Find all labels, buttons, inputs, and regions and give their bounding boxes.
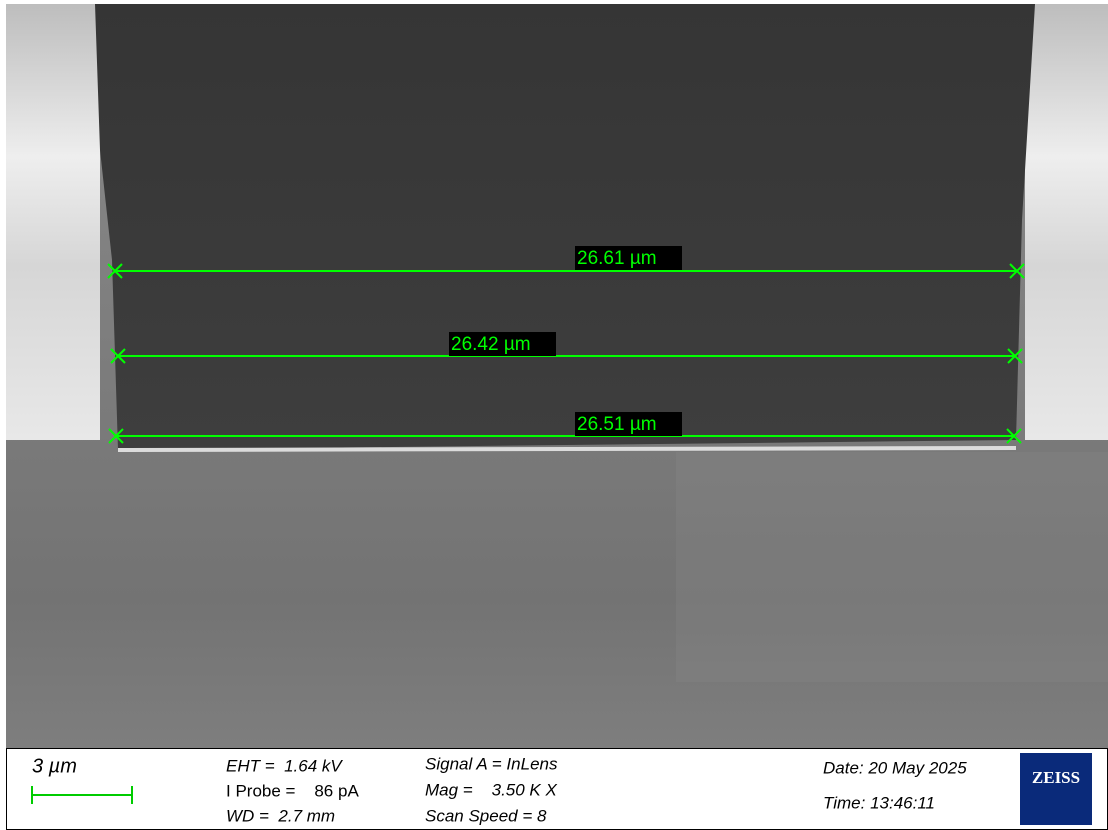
- trench: [95, 4, 1035, 450]
- shade: [676, 452, 1108, 682]
- sem-image: [6, 4, 1108, 748]
- scale-label: 3 µm: [32, 755, 77, 777]
- logo-box: [1020, 753, 1092, 825]
- info-bar: 3 µm EHT = 1.64 kV I Probe = 86 pA WD = …: [7, 749, 1108, 830]
- trench-edge: [118, 448, 1016, 450]
- logo: ZEISS: [1032, 768, 1080, 787]
- scan-speed: Scan Speed = 8: [425, 806, 547, 825]
- time: Time: 13:46:11: [823, 793, 935, 812]
- date: Date: 20 May 2025: [823, 758, 967, 777]
- eht: EHT = 1.64 kV: [226, 756, 343, 775]
- measure-label: 26.61 µm: [577, 248, 657, 269]
- measure-label: 26.51 µm: [577, 414, 657, 435]
- mag: Mag = 3.50 K X: [425, 780, 557, 799]
- left-wall: [6, 4, 100, 440]
- signal: Signal A = InLens: [425, 754, 558, 773]
- measure-label: 26.42 µm: [451, 334, 531, 355]
- page: 26.61 µm 26.42 µm 26.51 µm 3 µm EHT = 1.…: [0, 0, 1108, 830]
- right-wall: [1025, 4, 1108, 440]
- i-probe: I Probe = 86 pA: [226, 781, 359, 800]
- wd: WD = 2.7 mm: [226, 806, 335, 825]
- sem-screenshot: 26.61 µm 26.42 µm 26.51 µm 3 µm EHT = 1.…: [0, 0, 1108, 830]
